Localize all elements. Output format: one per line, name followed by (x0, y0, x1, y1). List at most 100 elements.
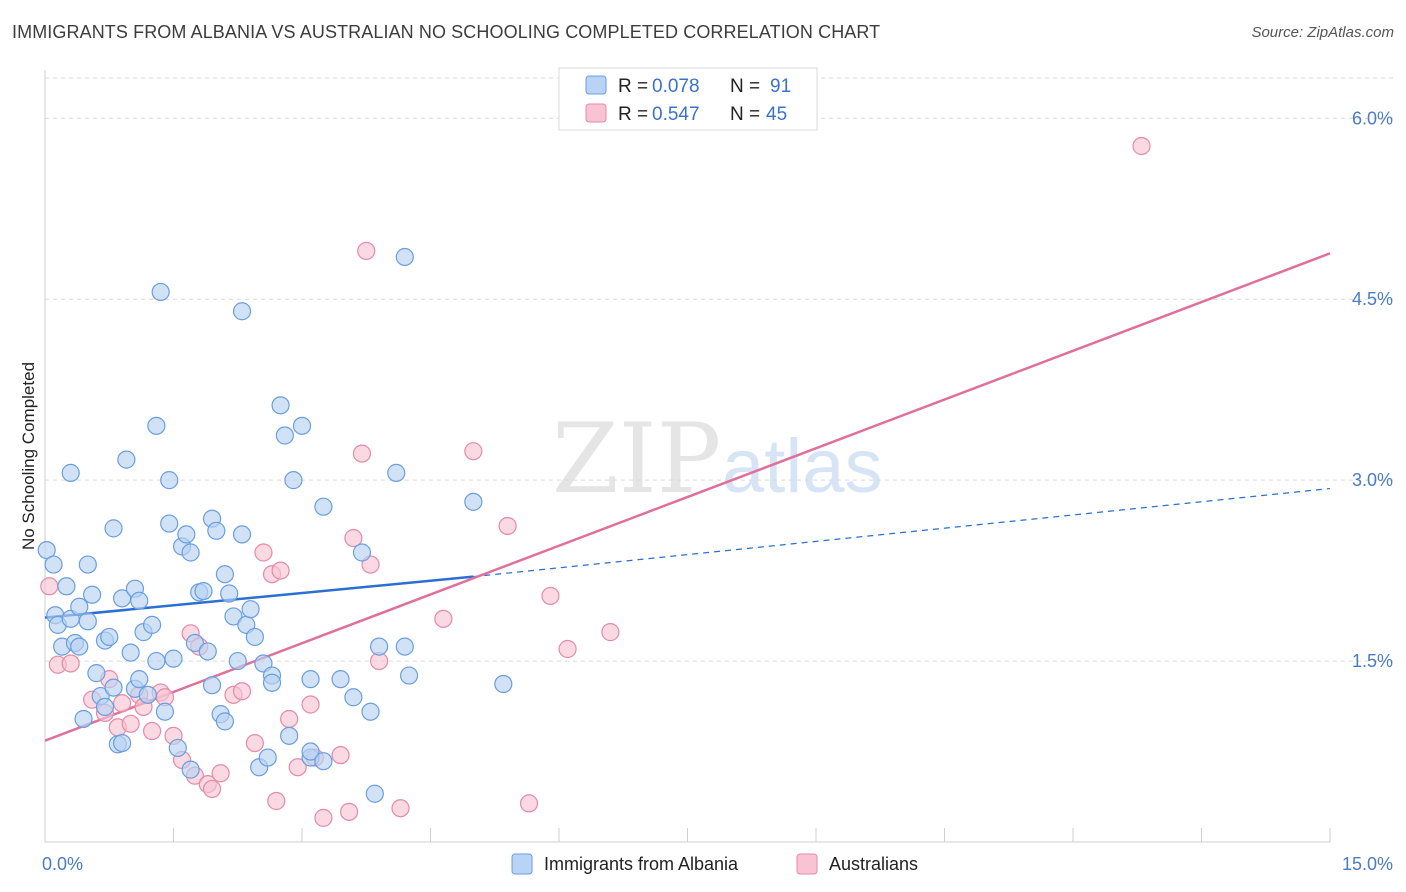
point-albania-81 (361, 702, 380, 721)
y-tick-label-2: 4.5% (1352, 289, 1393, 309)
point-albania-26 (121, 643, 140, 662)
x-tick-labels: 0.0% 15.0% (42, 854, 1393, 874)
point-australians-25 (254, 543, 273, 562)
point-australians-42 (434, 609, 453, 628)
y-tick-label-3: 6.0% (1352, 108, 1393, 128)
point-albania-21 (104, 678, 123, 697)
point-albania-66 (258, 748, 277, 767)
point-albania-82 (365, 784, 384, 803)
point-albania-86 (395, 637, 414, 656)
point-albania-13 (78, 612, 97, 631)
chart-source: Source: ZipAtlas.com (1251, 24, 1394, 41)
point-australians-39 (391, 799, 410, 818)
point-albania-46 (185, 633, 205, 653)
point-albania-62 (241, 600, 260, 619)
point-albania-71 (280, 726, 299, 745)
point-albania-40 (164, 649, 183, 668)
point-australians-48 (601, 623, 620, 642)
legend-r-value-1: 0.547 (652, 104, 700, 125)
point-albania-76 (314, 752, 333, 771)
watermark-zip: ZIP (552, 403, 721, 515)
point-albania-54 (215, 565, 234, 584)
point-albania-11 (74, 709, 93, 729)
point-albania-59 (232, 302, 252, 321)
stats-legend: R = 0.078 N = 91 R = 0.547 N = 45 (558, 67, 818, 131)
point-albania-32 (138, 685, 157, 704)
point-australians-35 (340, 802, 359, 821)
point-australians-40 (357, 241, 376, 261)
legend-n-value-1: 45 (766, 104, 787, 125)
point-albania-88 (494, 674, 513, 694)
legend-n-value-0: 91 (770, 76, 791, 97)
point-albania-5 (57, 577, 76, 596)
series-legend: Immigrants from Albania Australians (511, 853, 918, 875)
point-australians-2 (61, 654, 80, 673)
point-albania-39 (160, 514, 179, 533)
point-albania-51 (202, 676, 222, 695)
point-albania-36 (151, 282, 170, 302)
point-australians-23 (232, 682, 252, 701)
series-legend-label-albania: Immigrants from Albania (544, 854, 739, 874)
point-albania-29 (130, 591, 149, 610)
point-albania-87 (399, 666, 419, 685)
data-points (37, 136, 1151, 827)
point-albania-48 (194, 581, 213, 601)
point-albania-69 (271, 396, 290, 415)
point-albania-63 (245, 627, 264, 647)
point-australians-37 (352, 444, 372, 463)
point-australians-47 (558, 639, 577, 659)
point-albania-52 (207, 521, 226, 540)
point-australians-46 (541, 586, 560, 606)
watermark: ZIP atlas (552, 403, 883, 515)
point-australians-11 (142, 721, 162, 741)
point-albania-25 (117, 450, 136, 469)
point-albania-1 (44, 555, 63, 574)
point-australians-36 (344, 528, 363, 548)
point-albania-33 (142, 615, 162, 634)
point-albania-35 (147, 416, 166, 435)
watermark-atlas: atlas (722, 424, 883, 509)
point-albania-49 (198, 642, 217, 661)
legend-swatch-pink (585, 103, 607, 123)
point-albania-15 (87, 664, 106, 683)
legend-swatch-blue (585, 75, 607, 95)
chart-title: IMMIGRANTS FROM ALBANIA VS AUSTRALIAN NO… (12, 22, 881, 42)
point-albania-80 (352, 543, 372, 562)
point-australians-45 (519, 794, 539, 813)
series-legend-label-australians: Australians (829, 854, 918, 874)
point-albania-34 (147, 651, 166, 671)
axes (44, 70, 1331, 843)
point-albania-79 (344, 688, 363, 707)
point-albania-19 (100, 627, 119, 647)
point-albania-84 (395, 247, 414, 267)
point-australians-33 (314, 808, 333, 827)
point-albania-41 (168, 738, 187, 758)
point-albania-85 (387, 463, 406, 482)
point-albania-55 (215, 712, 234, 731)
point-albania-72 (284, 471, 303, 490)
y-tick-labels: 1.5% 3.0% 4.5% 6.0% (1352, 108, 1393, 671)
point-albania-78 (331, 670, 350, 689)
point-albania-75 (301, 742, 320, 761)
point-albania-14 (83, 585, 102, 604)
x-tick-label-0: 0.0% (42, 854, 83, 874)
point-albania-56 (220, 584, 239, 603)
point-albania-38 (160, 471, 179, 490)
point-albania-9 (70, 597, 89, 616)
point-albania-77 (314, 497, 333, 516)
y-axis-label: No Schooling Completed (19, 362, 38, 550)
point-albania-44 (181, 760, 200, 779)
point-australians-28 (271, 561, 290, 580)
point-albania-6 (61, 463, 80, 482)
point-australians-27 (267, 791, 286, 811)
point-albania-73 (292, 416, 312, 435)
point-australians-8 (121, 714, 140, 733)
point-australians-21 (211, 764, 230, 783)
point-albania-90 (301, 670, 320, 689)
grid (45, 77, 1395, 662)
point-albania-45 (181, 543, 200, 562)
point-albania-58 (228, 651, 247, 671)
legend-r-label-1: R = (618, 104, 648, 125)
y-tick-label-1: 3.0% (1352, 470, 1393, 490)
